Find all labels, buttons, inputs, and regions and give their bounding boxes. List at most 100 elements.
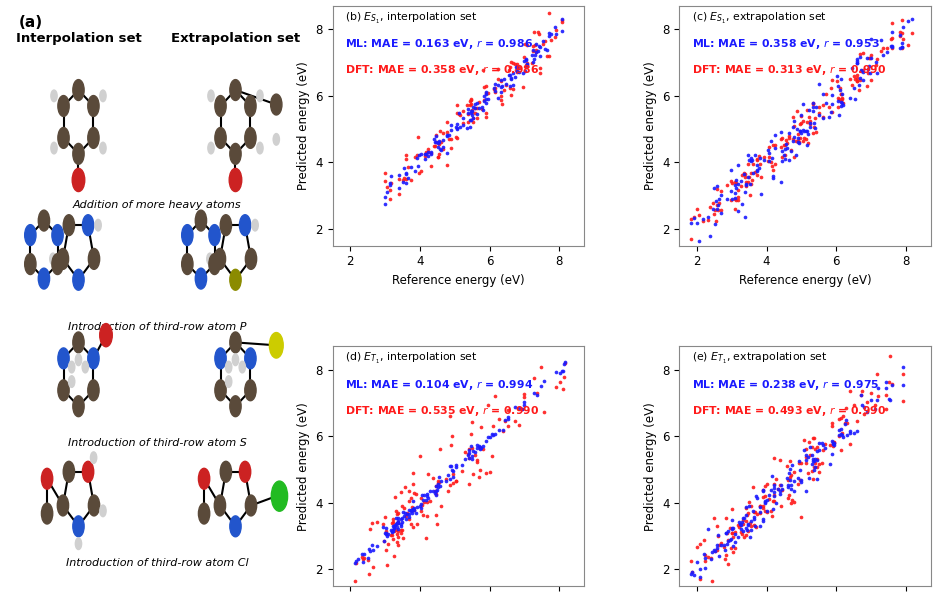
Text: Addition of more heavy atoms: Addition of more heavy atoms	[72, 200, 242, 210]
Point	[422, 497, 437, 506]
Point	[452, 110, 467, 119]
Point	[862, 68, 877, 78]
Point	[786, 112, 801, 122]
Point	[528, 47, 543, 57]
Point	[409, 502, 424, 511]
Point	[790, 129, 805, 139]
Point	[431, 482, 446, 492]
Point	[697, 536, 712, 545]
Point	[739, 503, 754, 512]
Point	[725, 194, 740, 204]
Point	[719, 539, 734, 549]
Point	[527, 40, 542, 50]
Point	[508, 72, 523, 82]
Point	[704, 548, 719, 557]
Circle shape	[72, 516, 85, 537]
Point	[809, 462, 824, 472]
Point	[407, 166, 422, 176]
Point	[807, 445, 822, 454]
Point	[432, 445, 447, 454]
Point	[431, 138, 446, 147]
Point	[710, 521, 725, 530]
Point	[537, 44, 552, 54]
Point	[683, 219, 698, 229]
Point	[487, 83, 502, 92]
Point	[725, 178, 740, 188]
Circle shape	[24, 253, 36, 275]
Point	[812, 109, 827, 118]
Point	[863, 388, 878, 398]
Point	[387, 492, 402, 501]
Point	[725, 547, 740, 556]
Point	[435, 136, 450, 145]
Point	[867, 404, 882, 413]
Text: DFT: MAE = 0.493 eV, $r$ = 0.990: DFT: MAE = 0.493 eV, $r$ = 0.990	[692, 404, 886, 418]
Point	[850, 76, 865, 86]
Point	[526, 54, 541, 63]
Point	[406, 506, 421, 515]
Point	[386, 521, 401, 530]
Point	[431, 153, 446, 162]
Point	[736, 513, 751, 522]
Point	[758, 497, 773, 507]
Point	[842, 94, 857, 103]
X-axis label: Reference energy (eV): Reference energy (eV)	[739, 274, 871, 287]
Point	[812, 468, 827, 477]
Point	[742, 501, 757, 511]
Point	[555, 324, 570, 334]
Point	[854, 391, 869, 400]
Point	[525, 50, 540, 60]
Point	[793, 476, 808, 485]
Point	[867, 400, 882, 409]
Point	[466, 113, 481, 123]
Point	[494, 87, 509, 96]
Point	[692, 210, 707, 220]
Point	[752, 508, 767, 517]
Point	[392, 174, 407, 184]
Point	[783, 481, 798, 490]
Point	[819, 98, 834, 108]
Point	[508, 402, 523, 411]
Point	[461, 108, 476, 118]
Circle shape	[100, 90, 106, 102]
Point	[378, 523, 393, 533]
Point	[684, 567, 699, 577]
Point	[749, 156, 764, 165]
Point	[519, 60, 534, 70]
Circle shape	[90, 452, 97, 464]
Point	[745, 506, 760, 516]
Point	[799, 455, 814, 464]
Point	[855, 75, 870, 85]
Point	[862, 53, 877, 63]
Point	[424, 147, 439, 156]
Point	[428, 486, 443, 496]
Point	[795, 116, 810, 126]
Point	[706, 184, 721, 193]
Circle shape	[207, 253, 213, 265]
Point	[379, 546, 394, 555]
Point	[415, 510, 431, 520]
Point	[790, 124, 805, 133]
Point	[725, 523, 740, 533]
Point	[448, 122, 463, 131]
Point	[765, 511, 780, 520]
Point	[429, 131, 444, 140]
Point	[832, 94, 847, 104]
Circle shape	[196, 210, 207, 231]
Circle shape	[51, 142, 57, 154]
Point	[816, 89, 831, 99]
Point	[807, 462, 822, 472]
Point	[806, 475, 821, 484]
Point	[806, 102, 821, 111]
Point	[791, 136, 806, 146]
Point	[390, 518, 405, 527]
Circle shape	[58, 95, 70, 117]
Circle shape	[215, 127, 227, 149]
Point	[366, 562, 381, 571]
Point	[761, 494, 776, 504]
Point	[527, 50, 542, 60]
Point	[356, 554, 371, 563]
Point	[719, 550, 734, 559]
Point	[446, 478, 461, 487]
Point	[540, 52, 555, 61]
